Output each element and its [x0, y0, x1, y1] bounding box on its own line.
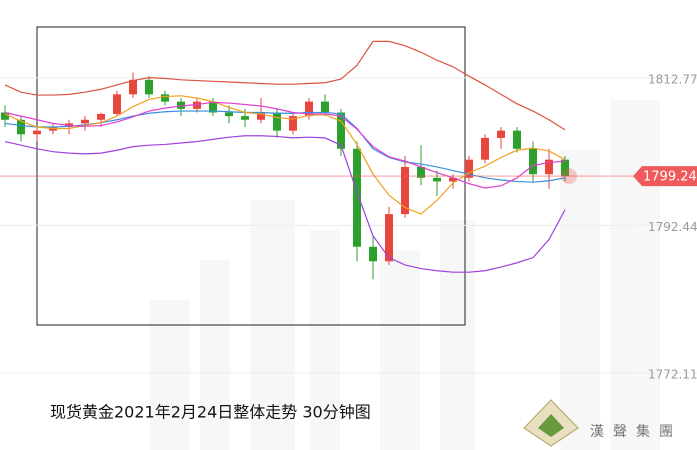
- candle-body: [17, 119, 25, 135]
- candle-body: [81, 119, 89, 124]
- candle-body: [257, 112, 265, 120]
- indicator-line: [4, 95, 566, 215]
- chart-title: 现货黄金2021年2月24日整体走势 30分钟图: [50, 403, 371, 422]
- indicator-line: [4, 101, 566, 189]
- candle-body: [129, 79, 137, 95]
- candle-body: [33, 130, 41, 135]
- candle-body: [145, 79, 153, 95]
- candle-body: [1, 112, 9, 120]
- candle-body: [529, 148, 537, 175]
- candle-body: [273, 112, 281, 131]
- candle-body: [545, 159, 553, 175]
- y-tick-label: 1772.11: [648, 367, 697, 381]
- logo-text: 漢聲集團: [590, 423, 682, 440]
- candle-body: [401, 166, 409, 215]
- candle-body: [385, 214, 393, 262]
- y-tick-label: 1792.44: [648, 220, 697, 234]
- last-price-label: 1799.24: [643, 170, 697, 185]
- candle-body: [305, 101, 313, 117]
- candle-body: [481, 137, 489, 160]
- last-price-glow: [561, 168, 577, 185]
- candle-body: [209, 101, 217, 113]
- candle-body: [337, 112, 345, 149]
- logo-icon-inner: [538, 414, 564, 437]
- candle-body: [433, 177, 441, 182]
- indicator-line: [4, 40, 566, 131]
- candle-body: [321, 101, 329, 113]
- last-price-tag: [633, 166, 697, 187]
- candle-body: [161, 94, 169, 102]
- candle-body: [225, 112, 233, 117]
- candle-body: [353, 148, 361, 247]
- candle-body: [513, 130, 521, 149]
- y-tick-label: 1812.77: [648, 72, 697, 86]
- indicator-line: [4, 135, 566, 273]
- candle-body: [561, 159, 569, 177]
- candle-body: [369, 246, 377, 262]
- candle-body: [465, 159, 473, 178]
- candle-body: [193, 101, 201, 109]
- logo: 漢聲集團: [523, 399, 682, 447]
- candle-body: [177, 101, 185, 109]
- candle-body: [417, 166, 425, 178]
- candle-body: [449, 177, 457, 182]
- candle-body: [241, 116, 249, 120]
- candle-body: [97, 113, 105, 120]
- candle-body: [113, 94, 121, 114]
- candle-body: [289, 116, 297, 131]
- candle-body: [497, 130, 505, 138]
